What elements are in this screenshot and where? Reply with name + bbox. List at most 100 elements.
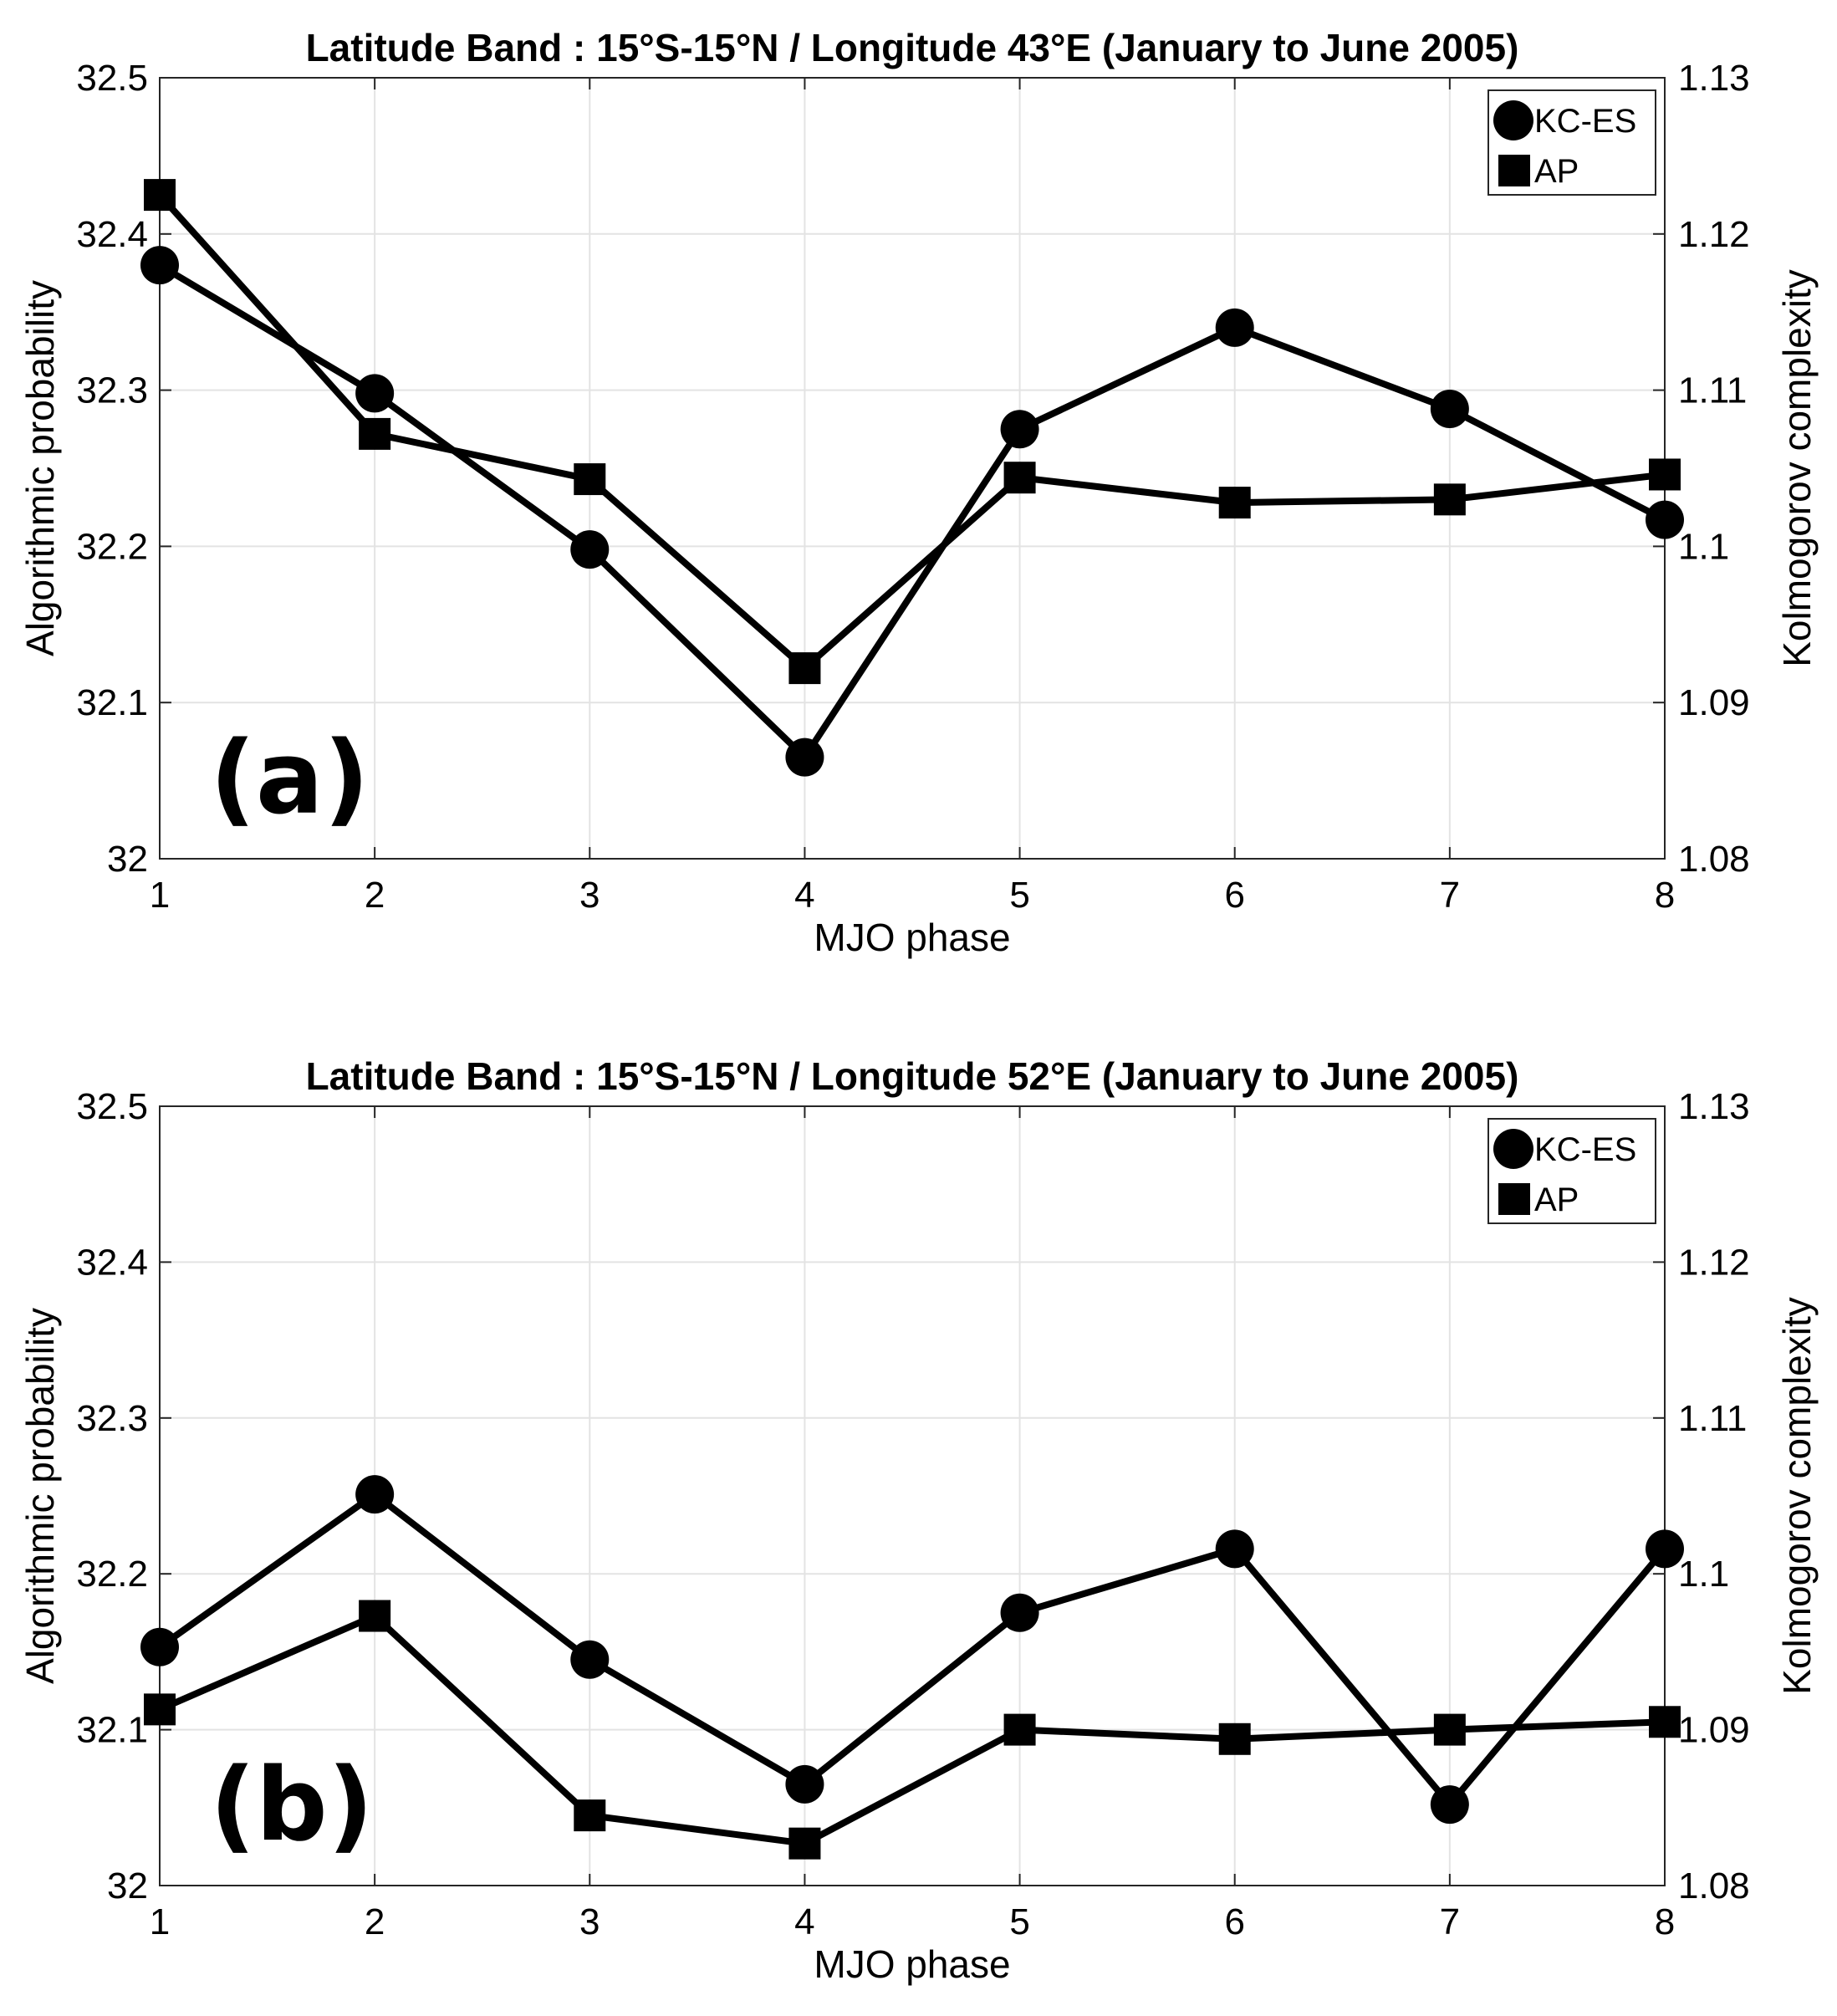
data-point-kc-es [355, 1475, 395, 1514]
x-tick-label: 6 [1224, 875, 1244, 916]
data-point-ap [788, 652, 821, 685]
y-right-axis-label: Kolmogorov complexity [1775, 269, 1819, 667]
y-left-tick-label: 32.5 [76, 1086, 148, 1127]
data-point-ap [359, 417, 391, 450]
y-left-tick-label: 32.5 [76, 58, 148, 99]
legend-marker-kc-es [1493, 1129, 1533, 1169]
data-point-ap [359, 1600, 391, 1632]
data-point-ap [1433, 1713, 1466, 1746]
data-point-ap [1218, 1723, 1251, 1755]
x-tick-label: 3 [579, 1901, 600, 1942]
data-point-ap [1003, 462, 1036, 494]
y-right-tick-label: 1.13 [1678, 58, 1750, 99]
legend-marker-ap [1498, 155, 1530, 186]
chart-title: Latitude Band : 15°S-15°N / Longitude 52… [306, 1054, 1519, 1098]
chart-panel-2: 1 2 3 4 5 6 7 8 32 32.1 32.2 32.3 32.4 32.5 1.08 1.09 1.… [18, 1054, 1819, 1986]
x-axis-label: MJO phase [814, 916, 1010, 959]
y-left-tick-label: 32.2 [76, 1554, 148, 1595]
y-right-tick-label: 1.13 [1678, 1086, 1750, 1127]
x-tick-label: 2 [365, 875, 385, 916]
y-right-tick-label: 1.1 [1678, 526, 1729, 567]
legend-label-kc-es: KC-ES [1534, 1131, 1636, 1168]
x-tick-label: 6 [1224, 1901, 1244, 1942]
data-point-ap [574, 463, 606, 496]
y-right-tick-label: 1.09 [1678, 1710, 1750, 1751]
y-right-tick-label: 1.08 [1678, 839, 1750, 880]
data-point-ap [144, 179, 176, 212]
data-point-kc-es [570, 1640, 610, 1679]
y-left-tick-label: 32.1 [76, 1710, 148, 1751]
plot-area-border [159, 1105, 1666, 1886]
data-point-ap [574, 1799, 606, 1832]
data-point-ap [1218, 487, 1251, 519]
y-left-tick-label: 32.4 [76, 214, 148, 255]
data-point-kc-es [1430, 1785, 1469, 1825]
x-tick-label: 1 [150, 875, 170, 916]
y-right-axis-label: Kolmogorov complexity [1775, 1297, 1819, 1695]
x-tick-label: 4 [794, 1901, 814, 1942]
data-point-kc-es [1430, 390, 1469, 429]
y-left-axis-label: Algorithmic probability [18, 280, 62, 656]
x-tick-label: 7 [1440, 875, 1460, 916]
legend-label-kc-es: KC-ES [1534, 103, 1636, 140]
y-right-tick-label: 1.12 [1678, 214, 1750, 255]
series-line-kc-es [157, 1491, 1668, 1809]
panel-label: (b) [210, 1748, 374, 1864]
chart-title: Latitude Band : 15°S-15°N / Longitude 43… [306, 26, 1519, 69]
y-left-tick-label: 32.3 [76, 370, 148, 411]
data-point-kc-es [1646, 500, 1684, 539]
x-tick-label: 5 [1009, 875, 1029, 916]
data-point-ap [1649, 458, 1681, 491]
legend-label-ap: AP [1534, 1182, 1579, 1218]
data-point-kc-es [570, 530, 610, 569]
y-right-tick-label: 1.11 [1678, 1398, 1747, 1439]
legend: KC-ES AP [1487, 89, 1656, 196]
data-point-kc-es [785, 1764, 824, 1804]
y-right-tick-label: 1.1 [1678, 1554, 1729, 1595]
y-left-tick-label: 32.2 [76, 526, 148, 567]
data-point-ap [1003, 1713, 1036, 1746]
y-left-tick-label: 32 [107, 1865, 148, 1906]
y-left-tick-label: 32 [107, 839, 148, 880]
legend-label-ap: AP [1534, 153, 1579, 190]
y-right-tick-label: 1.08 [1678, 1865, 1750, 1906]
legend-marker-ap [1498, 1183, 1530, 1215]
data-point-kc-es [1646, 1529, 1684, 1569]
data-point-kc-es [785, 737, 824, 777]
data-point-ap [1433, 483, 1466, 516]
x-axis-label: MJO phase [814, 1942, 1010, 1986]
data-point-kc-es [1000, 1593, 1039, 1632]
y-right-tick-label: 1.11 [1678, 370, 1747, 411]
y-left-tick-label: 32.4 [76, 1242, 148, 1283]
x-tick-label: 8 [1655, 1901, 1675, 1942]
x-tick-label: 2 [365, 1901, 385, 1942]
legend-marker-kc-es [1493, 100, 1533, 140]
series-line-kc-es [157, 262, 1666, 761]
y-left-axis-label: Algorithmic probability [18, 1308, 62, 1684]
data-point-kc-es [140, 246, 179, 285]
x-tick-label: 8 [1655, 875, 1675, 916]
legend: KC-ES AP [1487, 1118, 1656, 1224]
x-tick-label: 4 [794, 875, 814, 916]
x-tick-label: 3 [579, 875, 600, 916]
x-tick-label: 5 [1009, 1901, 1029, 1942]
data-point-kc-es [1215, 308, 1254, 347]
data-point-kc-es [355, 374, 395, 413]
y-left-tick-label: 32.3 [76, 1398, 148, 1439]
chart-panel-1: 1 2 3 4 5 6 7 8 32 32.1 32.2 32.3 32.4 32.5 1.08 1.09 1.… [18, 26, 1819, 959]
data-point-kc-es [140, 1627, 179, 1666]
y-left-tick-label: 32.1 [76, 682, 148, 723]
x-tick-label: 1 [150, 1901, 170, 1942]
series-line-ap [158, 1612, 1666, 1847]
series-line-ap [157, 192, 1666, 672]
data-point-kc-es [1215, 1529, 1254, 1569]
y-right-tick-label: 1.09 [1678, 682, 1750, 723]
y-right-tick-label: 1.12 [1678, 1242, 1750, 1283]
panel-label: (a) [210, 721, 370, 837]
data-point-ap [788, 1827, 821, 1860]
data-point-ap [144, 1693, 176, 1726]
data-point-kc-es [1000, 410, 1039, 449]
data-point-ap [1649, 1706, 1681, 1738]
